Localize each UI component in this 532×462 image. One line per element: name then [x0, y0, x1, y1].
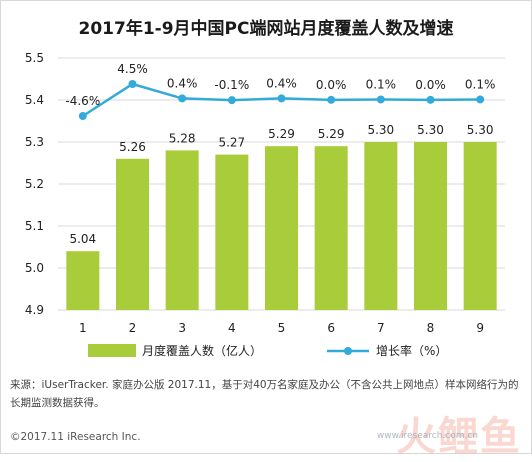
- growth-point: [277, 94, 286, 103]
- chart-canvas: 4.95.05.15.25.35.45.5 5.045.265.28 5.275.…: [25, 51, 505, 358]
- bar-value-label: 5.04: [69, 232, 96, 246]
- x-tick-label: 8: [427, 321, 435, 335]
- x-tick-label: 7: [377, 321, 385, 335]
- growth-point: [376, 95, 385, 104]
- bar: [66, 251, 100, 310]
- y-tick-label: 5.4: [25, 93, 44, 107]
- bar: [414, 142, 447, 310]
- growth-point: [327, 95, 336, 104]
- bar-value-label: 5.29: [268, 127, 295, 141]
- copyright: ©2017.11 iResearch Inc.: [10, 431, 141, 443]
- growth-value-label: -0.1%: [214, 78, 249, 92]
- growth-value-label: -4.6%: [65, 94, 100, 108]
- y-tick-label: 5.0: [25, 261, 44, 275]
- legend-line-marker: [344, 347, 352, 355]
- bar-value-label: 5.26: [119, 140, 146, 154]
- bar: [116, 158, 149, 310]
- chart-title: 2017年1-9月中国PC端网站月度覆盖人数及增速: [78, 19, 454, 39]
- watermark-logo: 火鲤鱼: [396, 414, 522, 460]
- bar: [364, 142, 398, 310]
- legend-bar-swatch: [88, 344, 136, 357]
- growth-point: [227, 96, 236, 105]
- x-tick-label: 4: [228, 321, 236, 335]
- bar-value-label: 5.30: [467, 123, 494, 137]
- growth-point: [476, 95, 485, 104]
- y-axis: 4.9 5.0 5.1 5.2 5.3 5.4 5.5: [25, 51, 44, 317]
- x-tick-label: 3: [178, 321, 186, 335]
- growth-line: [78, 80, 485, 120]
- growth-point: [426, 95, 435, 104]
- growth-point: [78, 112, 87, 120]
- legend-line-label: 增长率（%）: [376, 343, 447, 358]
- bar: [463, 142, 497, 310]
- bar: [165, 150, 199, 310]
- growth-value-label: 0.1%: [366, 77, 397, 91]
- x-tick-label: 5: [278, 321, 286, 335]
- bars: [66, 142, 497, 310]
- bar: [215, 154, 249, 310]
- growth-point: [128, 80, 137, 88]
- y-tick-label: 5.2: [25, 177, 44, 191]
- bar-value-label: 5.27: [218, 136, 245, 150]
- x-axis: 1 2 3 4 5 6 7 8 9: [79, 321, 484, 335]
- growth-value-label: 4.5%: [117, 62, 148, 76]
- growth-value-label: 0.1%: [465, 77, 496, 91]
- x-tick-label: 2: [129, 321, 137, 335]
- bar-value-labels: 5.04 5.26 5.28 5.27 5.29 5.29 5.30 5.30 5.30: [69, 123, 493, 246]
- x-tick-label: 9: [476, 321, 484, 335]
- legend: 月度覆盖人数（亿人） 增长率（%）: [88, 343, 447, 358]
- bar: [265, 146, 298, 310]
- source-note: 来源：iUserTracker. 家庭办公版 2017.11，基于对40万名家庭…: [10, 379, 519, 409]
- growth-value-label: 0.0%: [415, 78, 446, 92]
- y-tick-label: 5.5: [25, 51, 44, 65]
- growth-value-label: 0.4%: [167, 76, 198, 90]
- y-tick-label: 4.9: [25, 303, 44, 317]
- bar-value-label: 5.29: [318, 127, 345, 141]
- bar-value-label: 5.30: [367, 123, 394, 137]
- y-tick-label: 5.3: [25, 135, 44, 149]
- growth-point: [178, 94, 187, 103]
- growth-value-label: 0.4%: [266, 76, 297, 90]
- legend-bar-label: 月度覆盖人数（亿人）: [142, 343, 262, 358]
- growth-value-label: 0.0%: [316, 78, 347, 92]
- x-tick-label: 1: [79, 321, 87, 335]
- bar: [314, 146, 348, 310]
- x-tick-label: 6: [327, 321, 335, 335]
- y-tick-label: 5.1: [25, 219, 44, 233]
- bar-value-label: 5.28: [169, 131, 196, 145]
- bar-value-label: 5.30: [417, 123, 444, 137]
- growth-value-labels: -4.6% 4.5% 0.4% -0.1% 0.4% 0.0% 0.1% 0.0% 0.1%: [65, 62, 495, 108]
- watermark-site: www.iresearch.com.cn: [376, 431, 478, 441]
